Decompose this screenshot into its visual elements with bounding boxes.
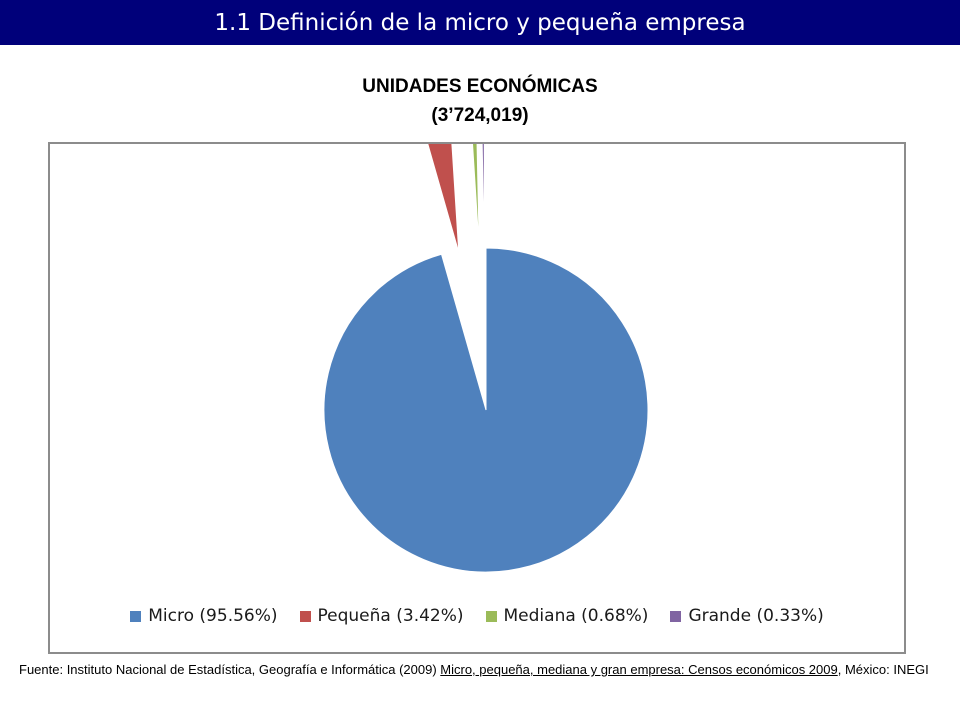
pie-slice-grande <box>481 144 485 251</box>
footnote-source-title: Micro, pequeña, mediana y gran empresa: … <box>440 662 838 677</box>
legend-swatch-pequena <box>299 610 311 622</box>
legend-swatch-grande <box>670 610 682 622</box>
footnote-prefix: Fuente: Instituto Nacional de Estadístic… <box>19 662 441 677</box>
legend-item-pequena: Pequeña (3.42%) <box>299 606 464 626</box>
pie-slice-micro <box>323 247 649 573</box>
legend-item-micro: Micro (95.56%) <box>130 606 278 626</box>
legend-swatch-micro <box>130 610 142 622</box>
chart-title: UNIDADES ECONÓMICAS <box>362 76 598 97</box>
pie-slice-pequena <box>427 144 460 253</box>
legend-label-mediana: Mediana (0.68%) <box>503 606 649 626</box>
legend-swatch-mediana <box>485 610 497 622</box>
chart-legend: Micro (95.56%) Pequeña (3.42%) Mediana (… <box>50 606 904 626</box>
chart-frame: Micro (95.56%) Pequeña (3.42%) Mediana (… <box>48 142 906 654</box>
legend-label-grande: Grande (0.33%) <box>688 606 824 626</box>
header-bar: 1.1 Definición de la micro y pequeña emp… <box>0 0 960 45</box>
legend-item-grande: Grande (0.33%) <box>670 606 824 626</box>
chart-title-block: UNIDADES ECONÓMICAS (3’724,019) <box>0 72 960 130</box>
chart-subtitle: (3’724,019) <box>431 105 529 126</box>
legend-label-micro: Micro (95.56%) <box>148 606 278 626</box>
legend-item-mediana: Mediana (0.68%) <box>485 606 649 626</box>
pie-slice-mediana <box>472 144 480 251</box>
legend-label-pequena: Pequeña (3.42%) <box>317 606 464 626</box>
source-footnote: Fuente: Instituto Nacional de Estadístic… <box>19 661 932 679</box>
footnote-suffix: , México: INEGI <box>837 662 929 677</box>
pie-chart <box>323 144 649 573</box>
page-title: 1.1 Definición de la micro y pequeña emp… <box>214 9 746 36</box>
